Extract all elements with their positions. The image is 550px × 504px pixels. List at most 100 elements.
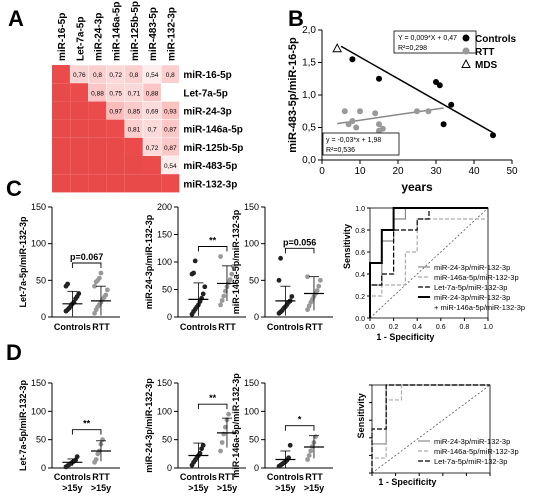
- y-tick-label: 0: [254, 312, 259, 322]
- heatmap-cell: [88, 174, 107, 193]
- y-axis-label: Let-7a-5p/miR-132-3p: [18, 379, 28, 471]
- heatmap-cell: [52, 119, 71, 138]
- y-axis-label: miR-146a-5p/miR-132-3p: [231, 373, 241, 478]
- point-rtt: [349, 118, 356, 124]
- point-controls: [74, 454, 80, 460]
- y-tick-label: 0,0: [302, 155, 316, 166]
- significance-label: *: [298, 415, 302, 425]
- category-group-label: RTT: [218, 472, 236, 482]
- legend-marker: [462, 47, 470, 55]
- heatmap-col-label: miR-16-5p: [57, 13, 68, 61]
- heatmap-cell: [52, 156, 71, 175]
- y-tick-label: 100: [31, 239, 46, 249]
- x-tick-label: 0.0: [365, 324, 375, 331]
- reference-line: [369, 207, 489, 319]
- category-label: >15y: [304, 483, 324, 493]
- point-controls: [276, 277, 282, 283]
- heatmap-cell: [106, 174, 125, 193]
- heatmap-value: 0,54: [146, 72, 159, 79]
- point-controls: [197, 450, 203, 456]
- point-controls: [76, 291, 82, 296]
- heatmap-cell: [124, 156, 143, 175]
- heatmap-value: 0,85: [128, 109, 141, 116]
- significance-label: p=0.056: [283, 237, 316, 247]
- point-rtt: [227, 277, 233, 282]
- y-tick-label: 200: [157, 202, 172, 212]
- roc-panel-d: 1 - Specificity Sensitivity miR-24-3p/miR-…: [356, 384, 519, 487]
- y-tick-label: 0.2: [355, 294, 365, 301]
- significance-label: **: [209, 236, 217, 246]
- point-controls: [200, 442, 206, 448]
- y-tick-label: 50: [36, 275, 46, 285]
- point-rtt: [219, 440, 225, 445]
- y-tick-label: 0: [254, 463, 259, 473]
- significance-label: **: [83, 419, 91, 429]
- y-tick-label: 100: [244, 406, 259, 416]
- category-group-label: RTT: [305, 472, 323, 482]
- y-tick-label: 0.8: [355, 228, 365, 235]
- y-tick-label: 150: [157, 378, 172, 388]
- significance-label: p=0.067: [70, 252, 103, 262]
- heatmap-diagonal-cell: [52, 65, 71, 84]
- legend-label: RTT: [475, 47, 494, 58]
- heatmap-value: 0,87: [164, 145, 177, 152]
- heatmap-value: 0,76: [73, 72, 86, 79]
- roc-curve: [369, 207, 488, 318]
- roc-curve: [371, 384, 490, 473]
- point-rtt: [379, 125, 386, 132]
- point-mds: [332, 43, 343, 53]
- heatmap-value: 0,72: [146, 145, 159, 152]
- y-tick-label: 50: [249, 435, 259, 445]
- scatter-panel-b: 0 10 20 30 40 50 0,0 0,5 1,0 1,5 2,0 years miR-483-5…: [287, 25, 518, 194]
- heatmap-row-label: miR-132-3p: [183, 179, 237, 190]
- heatmap-value: 0,69: [146, 109, 159, 116]
- heatmap-value: 0,71: [128, 90, 141, 97]
- y-tick-label: 0: [167, 463, 172, 473]
- point-rtt: [305, 274, 310, 280]
- x-tick-label: 10: [354, 166, 366, 177]
- significance-bracket: [71, 429, 102, 435]
- category-group-label: Controls: [180, 472, 217, 482]
- point-rtt: [218, 254, 223, 259]
- point-controls: [200, 291, 206, 297]
- heatmap-col-label: miR-483-5p: [148, 7, 159, 61]
- heatmap-row-label: miR-24-3p: [183, 107, 231, 118]
- heatmap-col-label: miR-24-3p: [94, 13, 105, 61]
- y-tick-label: 150: [31, 202, 46, 212]
- heatmap-cell: [70, 101, 89, 120]
- point-rtt: [305, 457, 310, 462]
- y-tick-label: 0.6: [355, 250, 365, 257]
- point-rtt: [341, 108, 348, 115]
- heatmap-cell: [70, 174, 89, 193]
- heatmap-cell: [143, 174, 162, 193]
- legend-label: Let-7a-5p/miR-132-3p: [434, 457, 507, 466]
- point-rtt: [219, 298, 225, 303]
- legend-label: miR-146a-5p/miR-132-3p: [434, 273, 519, 282]
- roc-panel-c: 0.00.0 0.2 0.2 0.4 0.4 0.6 0.6 0.8 0.8 1.0 1.0 1 - …: [342, 206, 525, 342]
- point-controls: [202, 284, 208, 290]
- category-label: RTT: [305, 322, 323, 332]
- y-tick-label: 150: [244, 378, 259, 388]
- point-rtt: [96, 275, 102, 281]
- y-tick-label: 0: [41, 312, 46, 322]
- y-tick-label: 150: [31, 378, 46, 388]
- heatmap-value: 0,97: [109, 109, 122, 116]
- heatmap-cell: [52, 174, 71, 193]
- category-label: RTT: [218, 322, 236, 332]
- heatmap-value: 0,87: [164, 127, 177, 134]
- point-rtt: [353, 124, 360, 131]
- panel-label-c: C: [6, 176, 22, 201]
- x-tick-label: 0: [319, 166, 325, 177]
- legend-label: Let-7a-5p/miR-132-3p: [434, 283, 507, 292]
- x-tick-label: 0.8: [460, 324, 470, 331]
- x-axis-label: 1 - Specificity: [378, 477, 436, 487]
- x-tick-label: 40: [468, 166, 480, 177]
- x-tick-label: 0.6: [436, 324, 446, 331]
- heatmap-diagonal-cell: [70, 83, 89, 102]
- heatmap-value: 0,72: [109, 72, 122, 79]
- point-controls: [278, 255, 283, 261]
